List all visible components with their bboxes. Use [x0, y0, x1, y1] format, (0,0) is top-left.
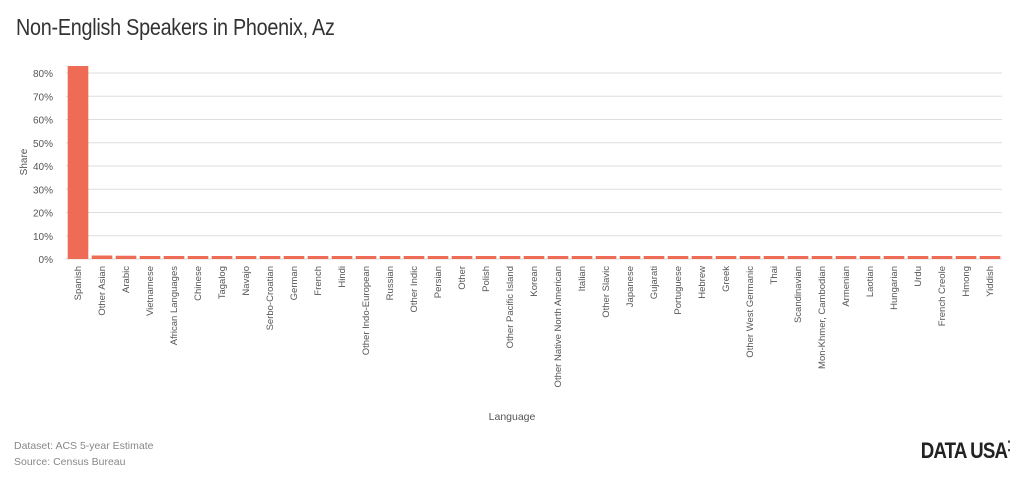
bar: [595, 256, 617, 259]
bar: [571, 256, 593, 259]
x-tick-label: French: [313, 266, 324, 296]
bar: [979, 256, 1001, 259]
bar: [763, 256, 785, 259]
x-tick-label: Other Slavic: [601, 266, 612, 318]
x-tick-label: Other West Germanic: [745, 266, 756, 358]
bar: [67, 66, 89, 260]
bar: [691, 256, 713, 259]
bar-chart: 0% 10% 20% 30% 40% 50% 60% 70% 80% Share Spanish Ot…: [19, 66, 1002, 423]
y-tick-label: 60%: [33, 116, 53, 127]
y-axis-label: Share: [19, 148, 30, 175]
x-tick-label: Hindi: [337, 266, 348, 288]
bar: [139, 255, 161, 259]
x-tick-label: Persian: [433, 266, 444, 298]
x-tick-label: Polish: [481, 266, 492, 292]
x-tick-label: Mon-Khmer, Cambodian: [817, 266, 828, 369]
bar: [403, 256, 425, 259]
x-tick-label: Urdu: [913, 266, 924, 287]
bar: [187, 256, 209, 259]
source-label: Source: Census Bureau: [14, 456, 126, 468]
bar: [787, 256, 809, 259]
y-tick-label: 70%: [33, 92, 53, 103]
data-usa-logo[interactable]: DATA USA⁚: [920, 438, 1011, 463]
bar: [499, 256, 521, 259]
x-tick-label: Arabic: [121, 266, 132, 293]
y-tick-label: 50%: [33, 139, 53, 150]
y-tick-label: 20%: [33, 209, 53, 220]
bar: [355, 256, 377, 259]
bar: [307, 256, 329, 259]
bar: [643, 256, 665, 259]
bar: [451, 256, 473, 259]
x-axis-label: Language: [489, 411, 536, 423]
bar: [259, 256, 281, 259]
x-tick-label: Navajo: [241, 266, 252, 296]
bar: [619, 256, 641, 259]
x-tick-label: Vietnamese: [145, 266, 156, 316]
bar: [667, 256, 689, 259]
x-tick-label: Yiddish: [985, 266, 996, 297]
bar: [331, 256, 353, 259]
x-tick-label: Other Native North American: [553, 266, 564, 387]
bar: [883, 256, 905, 259]
x-tick-label: Korean: [529, 266, 540, 297]
x-tick-label: Laotian: [865, 266, 876, 297]
bar: [211, 256, 233, 259]
x-tick-label: Hungarian: [889, 266, 900, 310]
x-tick-label: Other Pacific Island: [505, 266, 516, 348]
bar: [115, 255, 137, 259]
x-tick-label: Chinese: [193, 266, 204, 301]
bar: [523, 256, 545, 259]
x-tick-label: Other Indo-European: [361, 266, 372, 355]
bar: [715, 256, 737, 259]
x-tick-label: Thai: [769, 266, 780, 284]
bar: [91, 255, 113, 259]
x-tick-label: Japanese: [625, 266, 636, 307]
y-tick-label: 10%: [33, 232, 53, 243]
x-tick-label: Scandinavian: [793, 266, 804, 323]
y-tick-label: 0%: [39, 255, 54, 266]
x-tick-label: Armenian: [841, 266, 852, 307]
bar: [739, 256, 761, 259]
bar: [811, 256, 833, 259]
bar: [547, 256, 569, 259]
x-tick-label: German: [289, 266, 300, 300]
y-tick-label: 40%: [33, 162, 53, 173]
x-tick-label: Serbo-Croatian: [265, 266, 276, 330]
x-tick-label: Italian: [577, 266, 588, 291]
y-tick-label: 80%: [33, 69, 53, 80]
bar: [907, 256, 929, 259]
bar: [163, 255, 185, 259]
x-tick-label: Tagalog: [217, 266, 228, 299]
x-tick-label: Hebrew: [697, 266, 708, 299]
x-tick-label: Other Asian: [97, 266, 108, 316]
bar: [835, 256, 857, 259]
bar: [379, 256, 401, 259]
bar: [475, 256, 497, 259]
bar: [955, 256, 977, 259]
x-tick-label: Portuguese: [673, 266, 684, 315]
x-tick-label: Greek: [721, 266, 732, 292]
bar: [283, 256, 305, 259]
y-tick-label: 30%: [33, 185, 53, 196]
bar: [427, 256, 449, 259]
x-tick-label: Russian: [385, 266, 396, 300]
bar: [235, 256, 257, 259]
logo-dots-icon: ⁚: [1007, 438, 1011, 454]
page-title: Non-English Speakers in Phoenix, Az: [16, 14, 335, 40]
x-tick-label: Other Indic: [409, 266, 420, 313]
x-tick-label: Spanish: [73, 266, 84, 300]
x-tick-label: Other: [457, 266, 468, 290]
x-tick-label: Hmong: [961, 266, 972, 297]
x-tick-label: French Creole: [937, 266, 948, 326]
x-tick-label: African Languages: [169, 266, 180, 345]
bar: [931, 256, 953, 259]
dataset-label: Dataset: ACS 5-year Estimate: [14, 440, 154, 452]
x-tick-label: Gujarati: [649, 266, 660, 299]
bar: [859, 256, 881, 259]
